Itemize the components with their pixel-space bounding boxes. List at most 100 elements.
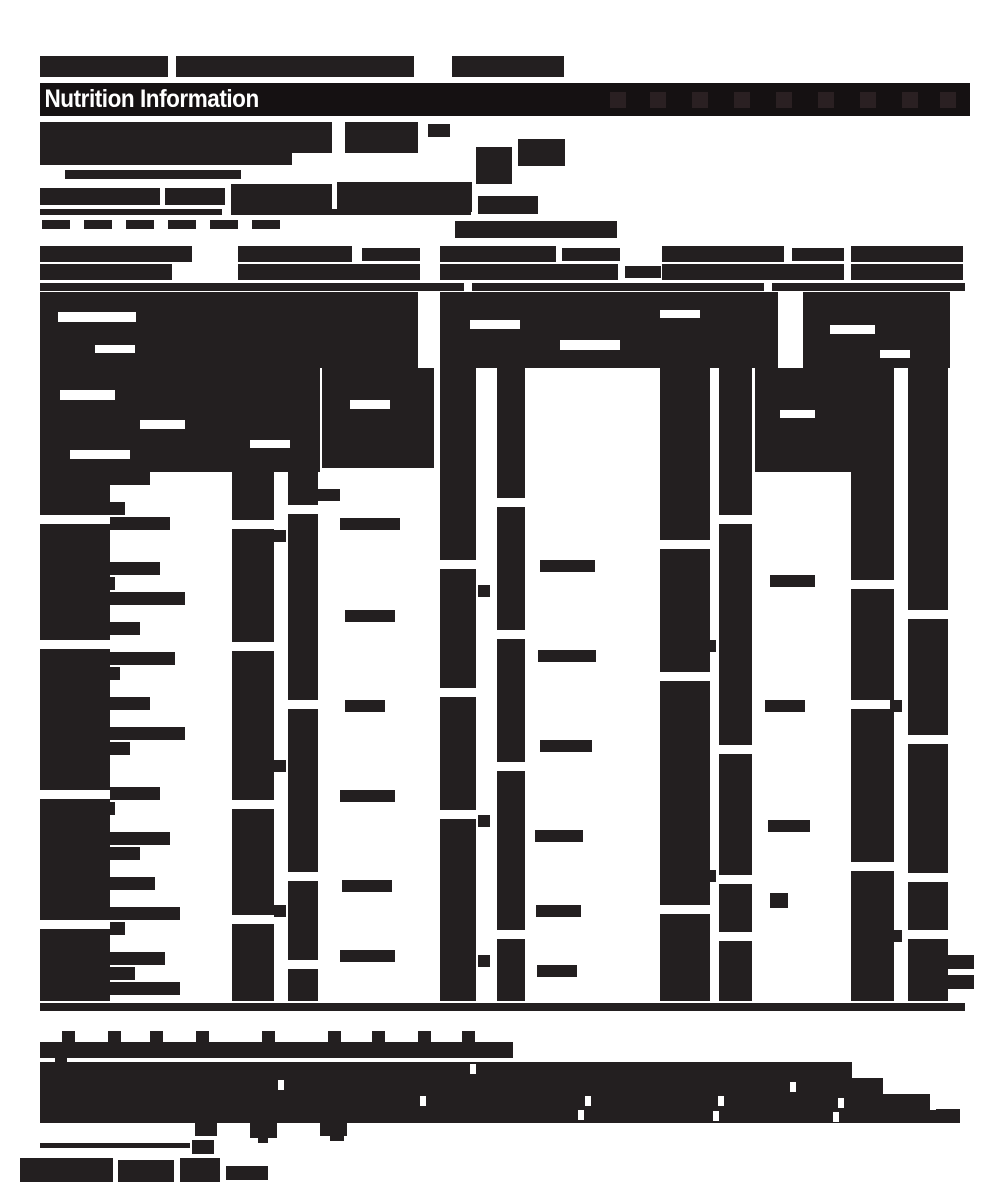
scan-white-notch <box>719 515 752 524</box>
redacted-glyph-hint <box>860 92 876 108</box>
redacted-text-blob <box>345 700 385 712</box>
redacted-text-blob <box>40 188 160 205</box>
scan-white-notch <box>440 810 476 819</box>
redacted-text-blob <box>40 209 222 215</box>
redacted-row-label <box>110 907 180 920</box>
scan-white-notch <box>140 420 185 429</box>
redacted-unit-blob <box>478 815 490 827</box>
scan-white-notch <box>288 960 318 969</box>
scan-white-notch <box>250 440 290 448</box>
redacted-text-blob <box>315 489 340 501</box>
redacted-column-header <box>40 283 464 291</box>
redacted-column-header <box>851 264 963 280</box>
scan-white-notch <box>908 610 948 619</box>
scan-white-notch <box>420 1096 426 1106</box>
scan-white-notch <box>660 672 710 681</box>
scan-white-notch <box>232 642 274 651</box>
redacted-row-label <box>110 697 150 710</box>
redacted-glyph-hint <box>940 92 956 108</box>
redacted-column-header <box>562 248 620 261</box>
redacted-row-label <box>110 592 185 605</box>
redacted-row-label <box>110 472 150 485</box>
redacted-row-label <box>110 742 130 755</box>
scan-white-notch <box>830 325 875 334</box>
scan-white-notch <box>578 1110 584 1120</box>
redacted-value-column <box>660 292 710 1001</box>
redacted-text-blob <box>337 182 472 212</box>
scan-white-notch <box>40 790 110 799</box>
redacted-text-blob <box>165 188 225 205</box>
redacted-unit-blob <box>274 905 286 917</box>
scan-white-notch <box>40 920 110 929</box>
redacted-text-blob <box>538 650 596 662</box>
redacted-row-label <box>110 802 115 815</box>
redacted-row-label <box>110 952 165 965</box>
redacted-text-blob <box>84 220 112 229</box>
redacted-dense-region <box>40 292 418 368</box>
redacted-column-header <box>40 264 172 280</box>
scan-white-notch <box>497 762 525 771</box>
redacted-glyph-hint <box>902 92 918 108</box>
redacted-text-blob <box>452 56 564 77</box>
redacted-unit-blob <box>704 640 716 652</box>
redacted-text-blob <box>328 1031 341 1042</box>
redacted-text-blob <box>108 1031 121 1042</box>
scan-white-notch <box>288 872 318 881</box>
redacted-signoff-blob <box>20 1158 113 1182</box>
redacted-unit-blob <box>890 700 902 712</box>
scan-white-notch <box>60 390 115 400</box>
scan-white-notch <box>660 310 700 318</box>
scan-white-notch <box>851 580 894 589</box>
rule-line <box>40 1003 965 1011</box>
redacted-column-header <box>40 246 192 262</box>
redacted-row-label <box>110 652 175 665</box>
redacted-text-blob <box>540 560 595 572</box>
redacted-text-blob <box>428 124 450 137</box>
scan-white-notch <box>719 875 752 884</box>
redacted-text-blob <box>537 965 577 977</box>
redacted-column-header <box>662 246 784 262</box>
redacted-column-header <box>440 246 556 262</box>
redacted-text-blob <box>342 880 392 892</box>
redacted-text-blob <box>340 950 395 962</box>
scan-white-notch <box>560 340 620 350</box>
redacted-row-label <box>110 517 170 530</box>
scan-white-notch <box>288 505 318 514</box>
redacted-text-blob <box>40 153 292 165</box>
scan-white-notch <box>440 688 476 697</box>
redacted-text-blob <box>770 575 815 587</box>
scan-white-notch <box>95 345 135 353</box>
redacted-text-blob <box>518 139 565 166</box>
scan-white-notch <box>40 640 110 649</box>
redacted-glyph-hint <box>734 92 750 108</box>
scan-white-notch <box>470 1064 476 1074</box>
redacted-text-blob <box>231 184 332 211</box>
redacted-column-header <box>792 248 844 261</box>
scan-white-notch <box>660 905 710 914</box>
redacted-column-header <box>772 283 965 291</box>
redacted-text-blob <box>462 1031 475 1042</box>
redacted-value-column <box>851 292 894 1001</box>
scan-white-notch <box>497 930 525 939</box>
scan-white-notch <box>350 400 390 409</box>
redacted-paragraph-blob <box>40 1109 960 1123</box>
redacted-paragraph-blob <box>40 1094 930 1109</box>
scan-white-notch <box>719 932 752 941</box>
redacted-paragraph-blob <box>195 1123 217 1136</box>
redacted-signoff-blob <box>118 1160 174 1182</box>
scan-white-notch <box>585 1096 591 1106</box>
scan-white-notch <box>851 700 894 709</box>
scan-white-notch <box>232 800 274 809</box>
redacted-glyph-hint <box>776 92 792 108</box>
redacted-row-label <box>110 877 155 890</box>
redacted-text-blob <box>372 1031 385 1042</box>
redacted-glyph-hint <box>610 92 626 108</box>
redacted-signoff-blob <box>40 1143 190 1148</box>
redacted-value-column <box>908 292 948 1001</box>
redacted-glyph-hint <box>818 92 834 108</box>
